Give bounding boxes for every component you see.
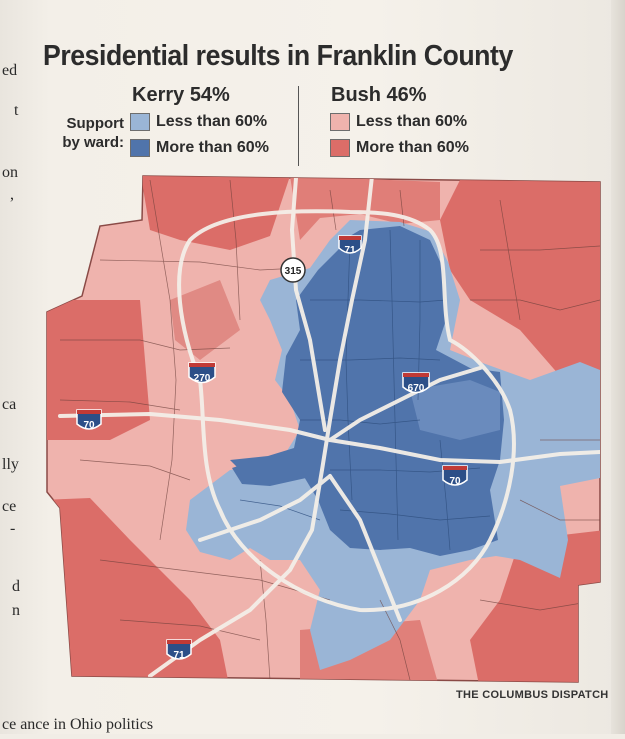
legend-label: Less than 60% — [356, 113, 468, 130]
kerry-strong-southwest — [232, 458, 306, 486]
bush-strong-north — [290, 176, 440, 240]
interstate-71-north-shield: 71 — [338, 235, 362, 256]
legend-bush-less: Less than 60% — [330, 113, 467, 131]
kerry-strong-core — [230, 226, 504, 556]
interstate-670-shield: 670 — [402, 372, 430, 394]
support-label: Support by ward: — [62, 115, 124, 151]
interstate-270-shield: 270 — [188, 362, 216, 384]
bottom-text-fragment: ce ance in Ohio politics — [2, 716, 154, 733]
source-credit: THE COLUMBUS DISPATCH — [456, 689, 609, 701]
bush-strong-northeast — [440, 180, 600, 380]
shield-number: 70 — [83, 420, 95, 431]
legend-divider — [298, 86, 299, 166]
ward-boundaries — [59, 179, 600, 681]
ward-boundaries-blue — [239, 229, 491, 551]
column-fragment: d — [12, 578, 20, 595]
legend-kerry-more: More than 60% — [130, 139, 269, 157]
route-315-shield: 315 — [280, 257, 306, 283]
column-fragment: lly — [2, 456, 19, 473]
column-fragment: on — [2, 164, 18, 181]
shield-number: 71 — [344, 245, 356, 256]
column-fragment: , — [10, 186, 14, 203]
kerry-header: Kerry 54% — [132, 84, 230, 106]
column-fragment: - — [10, 520, 16, 537]
bush-header: Bush 46% — [331, 84, 427, 106]
column-fragment: n — [12, 602, 20, 619]
kerry-strong-east — [410, 380, 500, 440]
page-fold-shadow — [611, 0, 625, 734]
swatch-dark-red — [330, 139, 350, 157]
bush-strong-northwest — [140, 176, 290, 250]
swatch-light-blue — [130, 113, 150, 131]
column-fragment: t — [14, 102, 19, 119]
shield-number: 70 — [449, 476, 461, 487]
shield-number: 670 — [408, 383, 425, 394]
column-fragment: ed — [2, 62, 18, 79]
interstate-70-east-shield: 70 — [442, 465, 468, 487]
legend-label: Less than 60% — [156, 113, 268, 130]
interstate-70-west-shield: 70 — [76, 409, 102, 431]
legend-label: More than 60% — [156, 139, 269, 156]
shield-number: 315 — [285, 266, 302, 277]
legend-bush-more: More than 60% — [330, 139, 469, 157]
bush-strong-southeast — [470, 530, 600, 682]
interstate-71-south-shield: 71 — [166, 639, 192, 661]
shield-number: 270 — [194, 373, 211, 384]
column-fragment: ce — [2, 498, 17, 515]
legend-label: More than 60% — [356, 139, 469, 156]
highway-network — [58, 176, 600, 678]
shield-number: 71 — [173, 650, 185, 661]
map-title: Presidential results in Franklin County — [43, 40, 513, 72]
swatch-light-red — [330, 113, 350, 131]
legend-kerry-less: Less than 60% — [130, 113, 267, 131]
bush-strong-west — [47, 300, 150, 440]
swatch-dark-blue — [130, 139, 150, 157]
column-fragment: ca — [2, 396, 17, 413]
